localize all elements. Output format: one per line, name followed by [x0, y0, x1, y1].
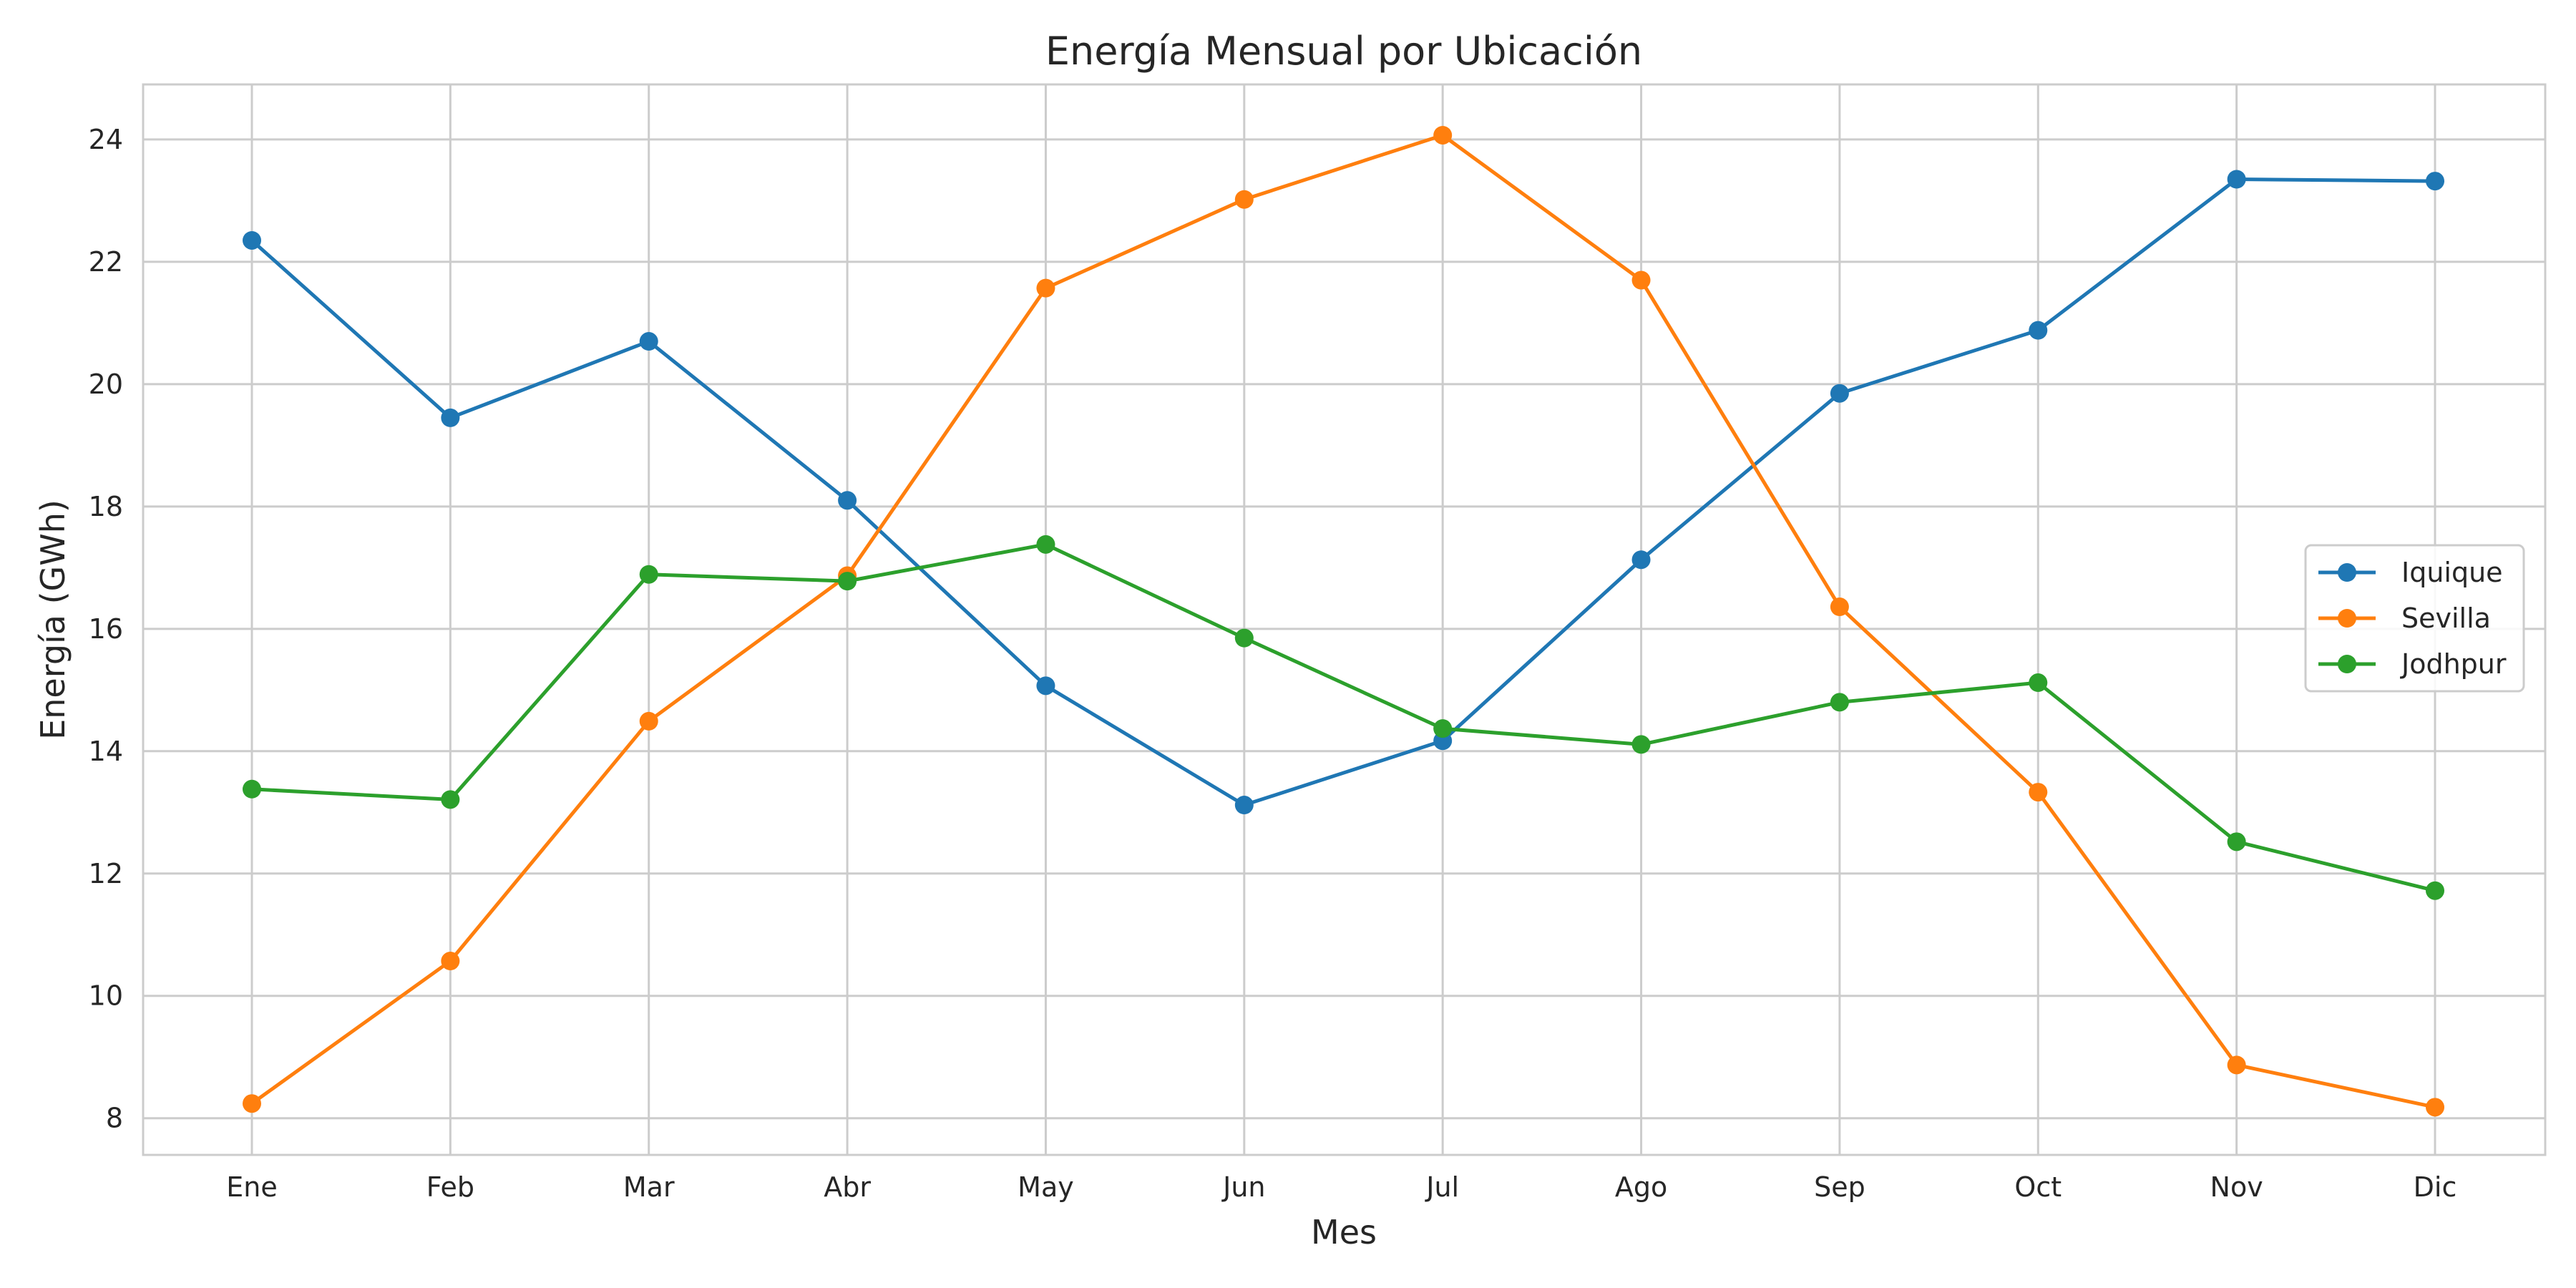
x-tick-label: Ene [226, 1171, 277, 1203]
data-point [1433, 719, 1453, 738]
x-tick-label: Feb [426, 1171, 474, 1203]
x-tick-label: Jul [1425, 1171, 1459, 1203]
grid [143, 84, 2545, 1155]
x-tick-label: Nov [2210, 1171, 2263, 1203]
x-axis-label: Mes [1311, 1213, 1377, 1252]
data-point [243, 230, 261, 250]
y-tick-label: 20 [89, 369, 123, 400]
series-line [250, 177, 2436, 807]
y-tick-label: 22 [89, 246, 123, 278]
legend-label: Sevilla [2401, 602, 2491, 634]
legend-box [2304, 544, 2525, 693]
legend-item: Jodhpur [2318, 648, 2507, 680]
y-tick-label: 24 [89, 124, 123, 155]
data-point [243, 779, 261, 799]
series-line [251, 542, 2436, 893]
data-point [639, 565, 658, 584]
data-point [838, 572, 857, 591]
x-tick-label: Mar [623, 1171, 675, 1203]
data-point [2426, 172, 2444, 191]
legend: Iquique Sevilla Jodhpur [2304, 544, 2525, 693]
data-point [1631, 550, 1651, 570]
data-point [2227, 1055, 2246, 1075]
data-point [639, 332, 658, 351]
plot-frame [142, 83, 2547, 1156]
chart-title: Energía Mensual por Ubicación [1045, 29, 1642, 74]
data-point [2227, 170, 2246, 189]
series-jodhpur [243, 535, 2444, 900]
y-tick-label: 14 [89, 736, 123, 767]
x-tick-label: Sep [1814, 1171, 1865, 1203]
series-line [250, 133, 2436, 1109]
data-point [1631, 270, 1651, 290]
data-point [1830, 384, 1849, 403]
data-point [2029, 673, 2048, 693]
y-axis-label: Energía (GWh) [34, 499, 72, 740]
series-group [243, 125, 2444, 1117]
data-point [1830, 597, 1849, 617]
legend-marker [2338, 655, 2356, 673]
data-point [2029, 321, 2048, 340]
x-axis-ticks: Ene Feb Mar Abr May Jun Jul Ago Sep Oct Nov Dic [226, 1171, 2457, 1203]
x-tick-label: Jun [1221, 1171, 1265, 1203]
x-tick-label: Ago [1615, 1171, 1667, 1203]
data-point [441, 790, 460, 809]
x-tick-label: Oct [2014, 1171, 2062, 1203]
series-sevilla [243, 125, 2444, 1117]
legend-label: Jodhpur [2400, 648, 2507, 680]
data-point [2426, 1098, 2444, 1117]
data-point [441, 408, 460, 427]
data-point [1234, 796, 1254, 815]
legend-marker [2338, 609, 2356, 628]
data-point [1036, 535, 1055, 554]
data-point [1830, 693, 1849, 712]
data-point [2426, 881, 2444, 900]
x-tick-label: May [1018, 1171, 1074, 1203]
data-point [441, 952, 460, 971]
y-tick-label: 8 [106, 1103, 123, 1134]
y-axis-ticks: 8 10 12 14 16 18 20 22 24 [89, 124, 123, 1134]
data-point [2029, 783, 2048, 802]
legend-item: Sevilla [2318, 602, 2491, 634]
data-point [639, 711, 658, 731]
legend-label: Iquique [2401, 557, 2503, 588]
data-point [1234, 628, 1254, 648]
y-tick-label: 10 [89, 980, 123, 1012]
x-tick-label: Abr [824, 1171, 871, 1203]
data-point [243, 1094, 261, 1113]
y-tick-label: 16 [89, 613, 123, 645]
data-point [838, 491, 857, 510]
data-point [1631, 735, 1651, 754]
data-point [1433, 125, 1453, 145]
y-tick-label: 12 [89, 858, 123, 889]
legend-item: Iquique [2318, 557, 2503, 588]
data-point [2227, 832, 2246, 852]
data-point [1036, 676, 1055, 696]
y-tick-label: 18 [89, 491, 123, 522]
series-iquique [243, 170, 2444, 815]
data-point [1036, 278, 1055, 298]
data-point [1234, 190, 1254, 209]
legend-marker [2338, 563, 2356, 582]
x-tick-label: Dic [2414, 1171, 2457, 1203]
